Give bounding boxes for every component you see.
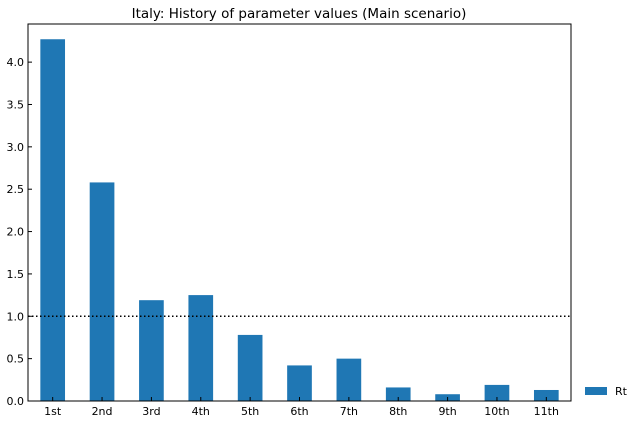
y-tick-label: 0.5: [7, 353, 25, 366]
bar-6th: [287, 365, 312, 401]
bar-4th: [188, 295, 214, 401]
bars-group: [40, 39, 559, 401]
y-tick-label: 1.0: [7, 310, 25, 323]
x-tick-label: 8th: [389, 405, 407, 418]
y-tick-label: 2.5: [7, 183, 25, 196]
bar-5th: [237, 334, 263, 401]
x-tick-label: 2nd: [92, 405, 113, 418]
x-tick-label: 5th: [241, 405, 259, 418]
x-tick-label: 10th: [484, 405, 509, 418]
x-tick-label: 1st: [44, 405, 62, 418]
y-tick-label: 3.0: [7, 141, 25, 154]
bar-3rd: [139, 300, 164, 401]
y-axis: 0.0 0.5 1.0 1.5 2.0 2.5 3.0 3.5 4.0: [7, 56, 32, 408]
x-tick-label: 4th: [192, 405, 210, 418]
bar-1st: [40, 39, 66, 401]
legend: Rt: [585, 385, 628, 398]
bar-2nd: [89, 182, 115, 401]
x-tick-label: 9th: [438, 405, 456, 418]
y-tick-label: 4.0: [7, 56, 25, 69]
y-tick-label: 3.5: [7, 98, 25, 111]
bar-8th: [385, 387, 411, 401]
y-tick-label: 2.0: [7, 226, 25, 239]
x-tick-label: 7th: [340, 405, 358, 418]
legend-swatch-rt: [585, 387, 607, 395]
y-tick-label: 1.5: [7, 268, 25, 281]
y-tick-label: 0.0: [7, 395, 25, 408]
x-tick-label: 11th: [534, 405, 559, 418]
chart-title: Italy: History of parameter values (Main…: [132, 6, 467, 22]
bar-10th: [484, 384, 510, 401]
x-axis: 1st 2nd 3rd 4th 5th 6th 7th 8th 9th 10th 11th: [44, 397, 559, 418]
x-tick-label: 6th: [290, 405, 308, 418]
x-tick-label: 3rd: [142, 405, 160, 418]
legend-label-rt: Rt: [615, 385, 628, 398]
bar-11th: [533, 389, 559, 401]
bar-7th: [336, 358, 362, 401]
